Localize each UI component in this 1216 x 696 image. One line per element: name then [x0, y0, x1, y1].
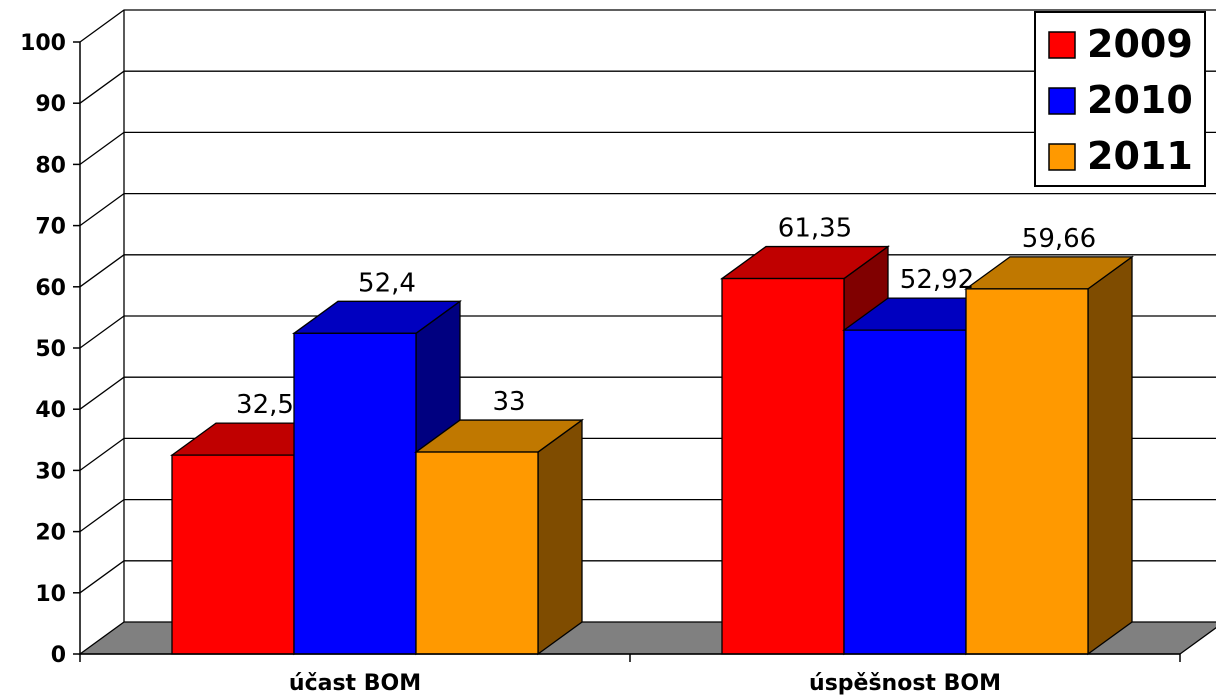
- x-category-label: úspěšnost BOM: [809, 671, 1001, 696]
- data-label: 32,5: [236, 390, 294, 420]
- y-tick-label: 50: [35, 337, 66, 362]
- y-tick-label: 70: [35, 215, 66, 240]
- y-axis: 0 10 20 30 40 50 60 70 80 90 100: [20, 31, 81, 668]
- data-labels: 32,5 52,4 33 61,35 52,92 59,66: [236, 214, 1096, 421]
- bar-side: [1087, 255, 1133, 656]
- bar: [721, 277, 845, 655]
- y-tick-label: 90: [35, 92, 66, 117]
- bar: [843, 329, 967, 655]
- y-tick-label: 80: [35, 153, 66, 178]
- y-tick-label: 100: [20, 31, 66, 56]
- y-tick-label: 10: [35, 582, 66, 607]
- legend-swatch: [1048, 31, 1076, 59]
- bar: [293, 332, 417, 655]
- y-tick-label: 30: [35, 459, 66, 484]
- data-label: 59,66: [1022, 224, 1096, 254]
- y-tick-label: 60: [35, 276, 66, 301]
- bar-side: [537, 418, 583, 656]
- data-label: 52,4: [358, 268, 416, 298]
- legend-label: 2010: [1087, 78, 1193, 122]
- data-label: 33: [492, 387, 525, 417]
- legend-swatch: [1048, 143, 1076, 171]
- legend-label: 2011: [1087, 134, 1193, 178]
- legend: 2009 2010 2011: [1034, 11, 1206, 187]
- bar: [171, 454, 295, 655]
- y-tick-label: 20: [35, 521, 66, 546]
- bars: [170, 245, 1134, 656]
- data-label: 52,92: [900, 265, 974, 295]
- bar: [965, 288, 1089, 655]
- data-label: 61,35: [778, 214, 852, 244]
- bar: [415, 451, 539, 655]
- legend-label: 2009: [1087, 22, 1193, 66]
- x-axis: účast BOM úspěšnost BOM: [79, 653, 1181, 696]
- x-category-label: účast BOM: [289, 671, 421, 696]
- y-tick-label: 40: [35, 398, 66, 423]
- legend-swatch: [1048, 87, 1076, 115]
- y-tick-label: 0: [51, 643, 66, 668]
